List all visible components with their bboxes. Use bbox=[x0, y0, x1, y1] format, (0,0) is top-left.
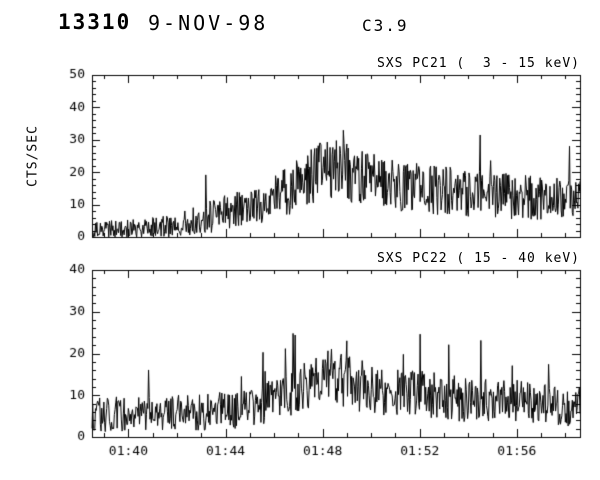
y-axis-label: CTS/SEC bbox=[25, 125, 41, 187]
lightcurve-canvas-pc22 bbox=[0, 250, 600, 480]
panel-title-pc21: SXS PC21 ( 3 - 15 keV) bbox=[376, 56, 580, 71]
goes-class: C3.9 bbox=[362, 16, 409, 35]
panel-title-pc22: SXS PC22 ( 15 - 40 keV) bbox=[376, 251, 580, 266]
event-date: 9-NOV-98 bbox=[148, 11, 269, 35]
lightcurve-canvas-pc21 bbox=[0, 45, 600, 245]
event-number: 13310 bbox=[58, 10, 132, 34]
